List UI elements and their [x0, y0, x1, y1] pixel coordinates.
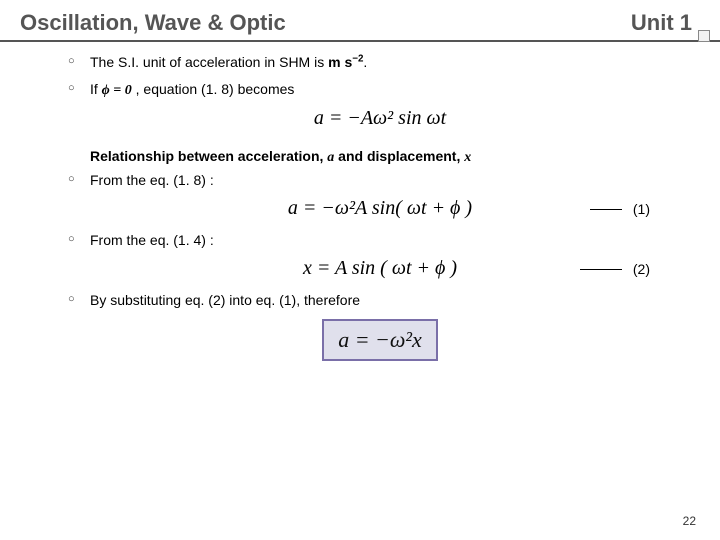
slide-header: Oscillation, Wave & Optic Unit 1: [0, 0, 720, 42]
section-pre: Relationship between acceleration,: [90, 148, 327, 164]
phi-expr: ϕ = 0: [102, 83, 132, 98]
si-unit-text-post: .: [363, 54, 367, 70]
phi-pre: If: [90, 81, 102, 97]
si-unit-symbol: m s: [328, 54, 352, 70]
phi-post: , equation (1. 8) becomes: [132, 81, 295, 97]
equation-2-leader: [580, 269, 622, 270]
boxed-equation-wrap: a = −ω²x: [90, 319, 670, 361]
header-title-left: Oscillation, Wave & Optic: [20, 10, 286, 36]
bullet-from-eq14: From the eq. (1. 4) :: [90, 230, 670, 251]
equation-1: a = −ω²A sin( ωt + ϕ ): [90, 197, 670, 220]
bullet-si-unit: The S.I. unit of acceleration in SHM is …: [90, 52, 670, 73]
si-unit-text-pre: The S.I. unit of acceleration in SHM is: [90, 54, 328, 70]
bullet-from-eq18: From the eq. (1. 8) :: [90, 170, 670, 191]
boxed-equation: a = −ω²x: [322, 319, 438, 361]
bullet-substitute: By substituting eq. (2) into eq. (1), th…: [90, 290, 670, 311]
equation-2-row: x = A sin ( ωt + ϕ ) (2): [90, 257, 670, 280]
equation-1-row: a = −ω²A sin( ωt + ϕ ) (1): [90, 197, 670, 220]
equation-2-number: (2): [633, 261, 650, 277]
slide-content: The S.I. unit of acceleration in SHM is …: [0, 42, 720, 361]
equation-1-number: (1): [633, 201, 650, 217]
section-heading: Relationship between acceleration, a and…: [90, 148, 670, 166]
equation-a-sinwt: a = −Aω² sin ωt: [90, 107, 670, 130]
section-var-x: x: [464, 150, 471, 165]
section-mid: and displacement,: [334, 148, 464, 164]
bullet-phi-zero: If ϕ = 0 , equation (1. 8) becomes: [90, 79, 670, 101]
equation-1-leader: [590, 209, 622, 210]
page-number: 22: [683, 514, 696, 528]
si-unit-exp: −2: [352, 53, 363, 64]
header-title-right: Unit 1: [631, 10, 692, 36]
